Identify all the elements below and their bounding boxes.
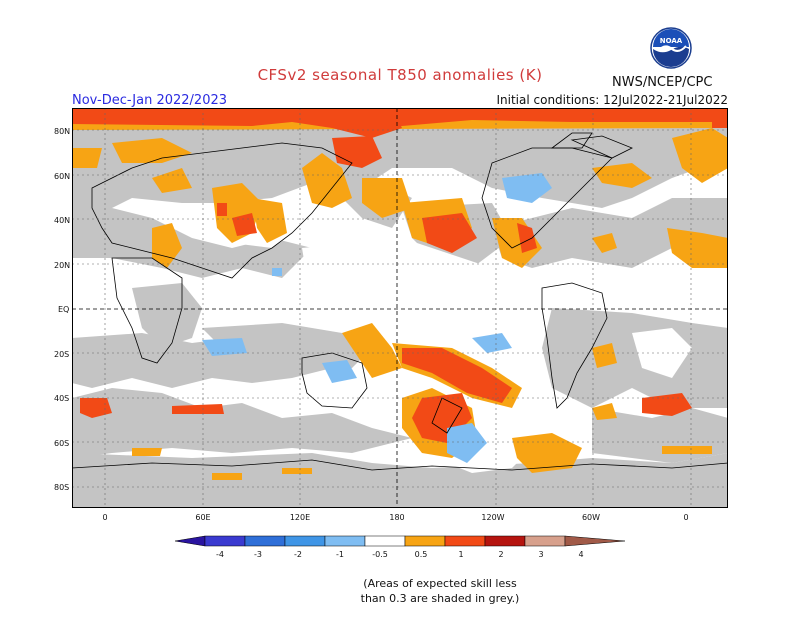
legend-swatch [204,535,246,547]
lat-label: 20S [54,350,70,359]
legend-swatch [364,535,406,547]
legend-label: 1 [458,550,463,559]
legend-swatch [524,535,566,547]
lon-label: 120W [481,513,505,522]
legend-label: -0.5 [372,550,388,559]
lat-label: 60S [54,439,70,448]
noaa-logo: NOAA [650,27,692,69]
legend-swatch [484,535,526,547]
lon-label: 180 [389,513,405,522]
skill-note-line1: (Areas of expected skill less [363,577,517,590]
lon-label: 0 [683,513,689,522]
lat-label: 20N [54,261,71,270]
legend-label: -4 [216,550,224,559]
legend-swatch [244,535,286,547]
lat-label: 40N [54,216,71,225]
skill-note: (Areas of expected skill less than 0.3 a… [0,576,800,606]
legend-label: -1 [336,550,344,559]
map-title: CFSv2 seasonal T850 anomalies (K) [257,66,543,84]
initial-conditions-label: Initial conditions: 12Jul2022-21Jul2022 [496,93,728,107]
legend-swatch [404,535,446,547]
logo-text: NOAA [660,37,683,45]
lon-label: 60W [581,513,601,522]
legend-label: 0.5 [415,550,428,559]
anomaly-map [72,108,728,508]
lon-label: 120E [289,513,311,522]
lon-label: 0 [102,513,108,522]
graticule [72,108,728,508]
lat-label: EQ [58,305,70,314]
lon-label: 60E [195,513,211,522]
lat-label: 80S [54,483,70,492]
legend-swatch [324,535,366,547]
map-frame [72,108,728,508]
agency-label: NWS/NCEP/CPC [612,75,713,90]
legend-arrow-high [564,535,626,547]
color-legend: -4 -3 -2 -1 -0.5 0.5 1 2 3 4 [174,535,626,559]
lat-label: 60N [54,172,71,181]
lat-label: 80N [54,127,71,136]
legend-label: 2 [498,550,503,559]
legend-label: -3 [254,550,262,559]
lat-label: 40S [54,394,70,403]
reference-lines [72,108,728,508]
legend-label: -2 [294,550,302,559]
skill-note-line2: than 0.3 are shaded in grey.) [360,592,520,605]
season-label: Nov-Dec-Jan 2022/2023 [72,93,228,108]
coastlines [72,132,728,471]
blue-regions [202,173,552,463]
legend-swatch [444,535,486,547]
legend-label: 3 [538,550,543,559]
legend-arrow-low [174,535,206,547]
legend-swatch [284,535,326,547]
legend-label: 4 [578,550,583,559]
